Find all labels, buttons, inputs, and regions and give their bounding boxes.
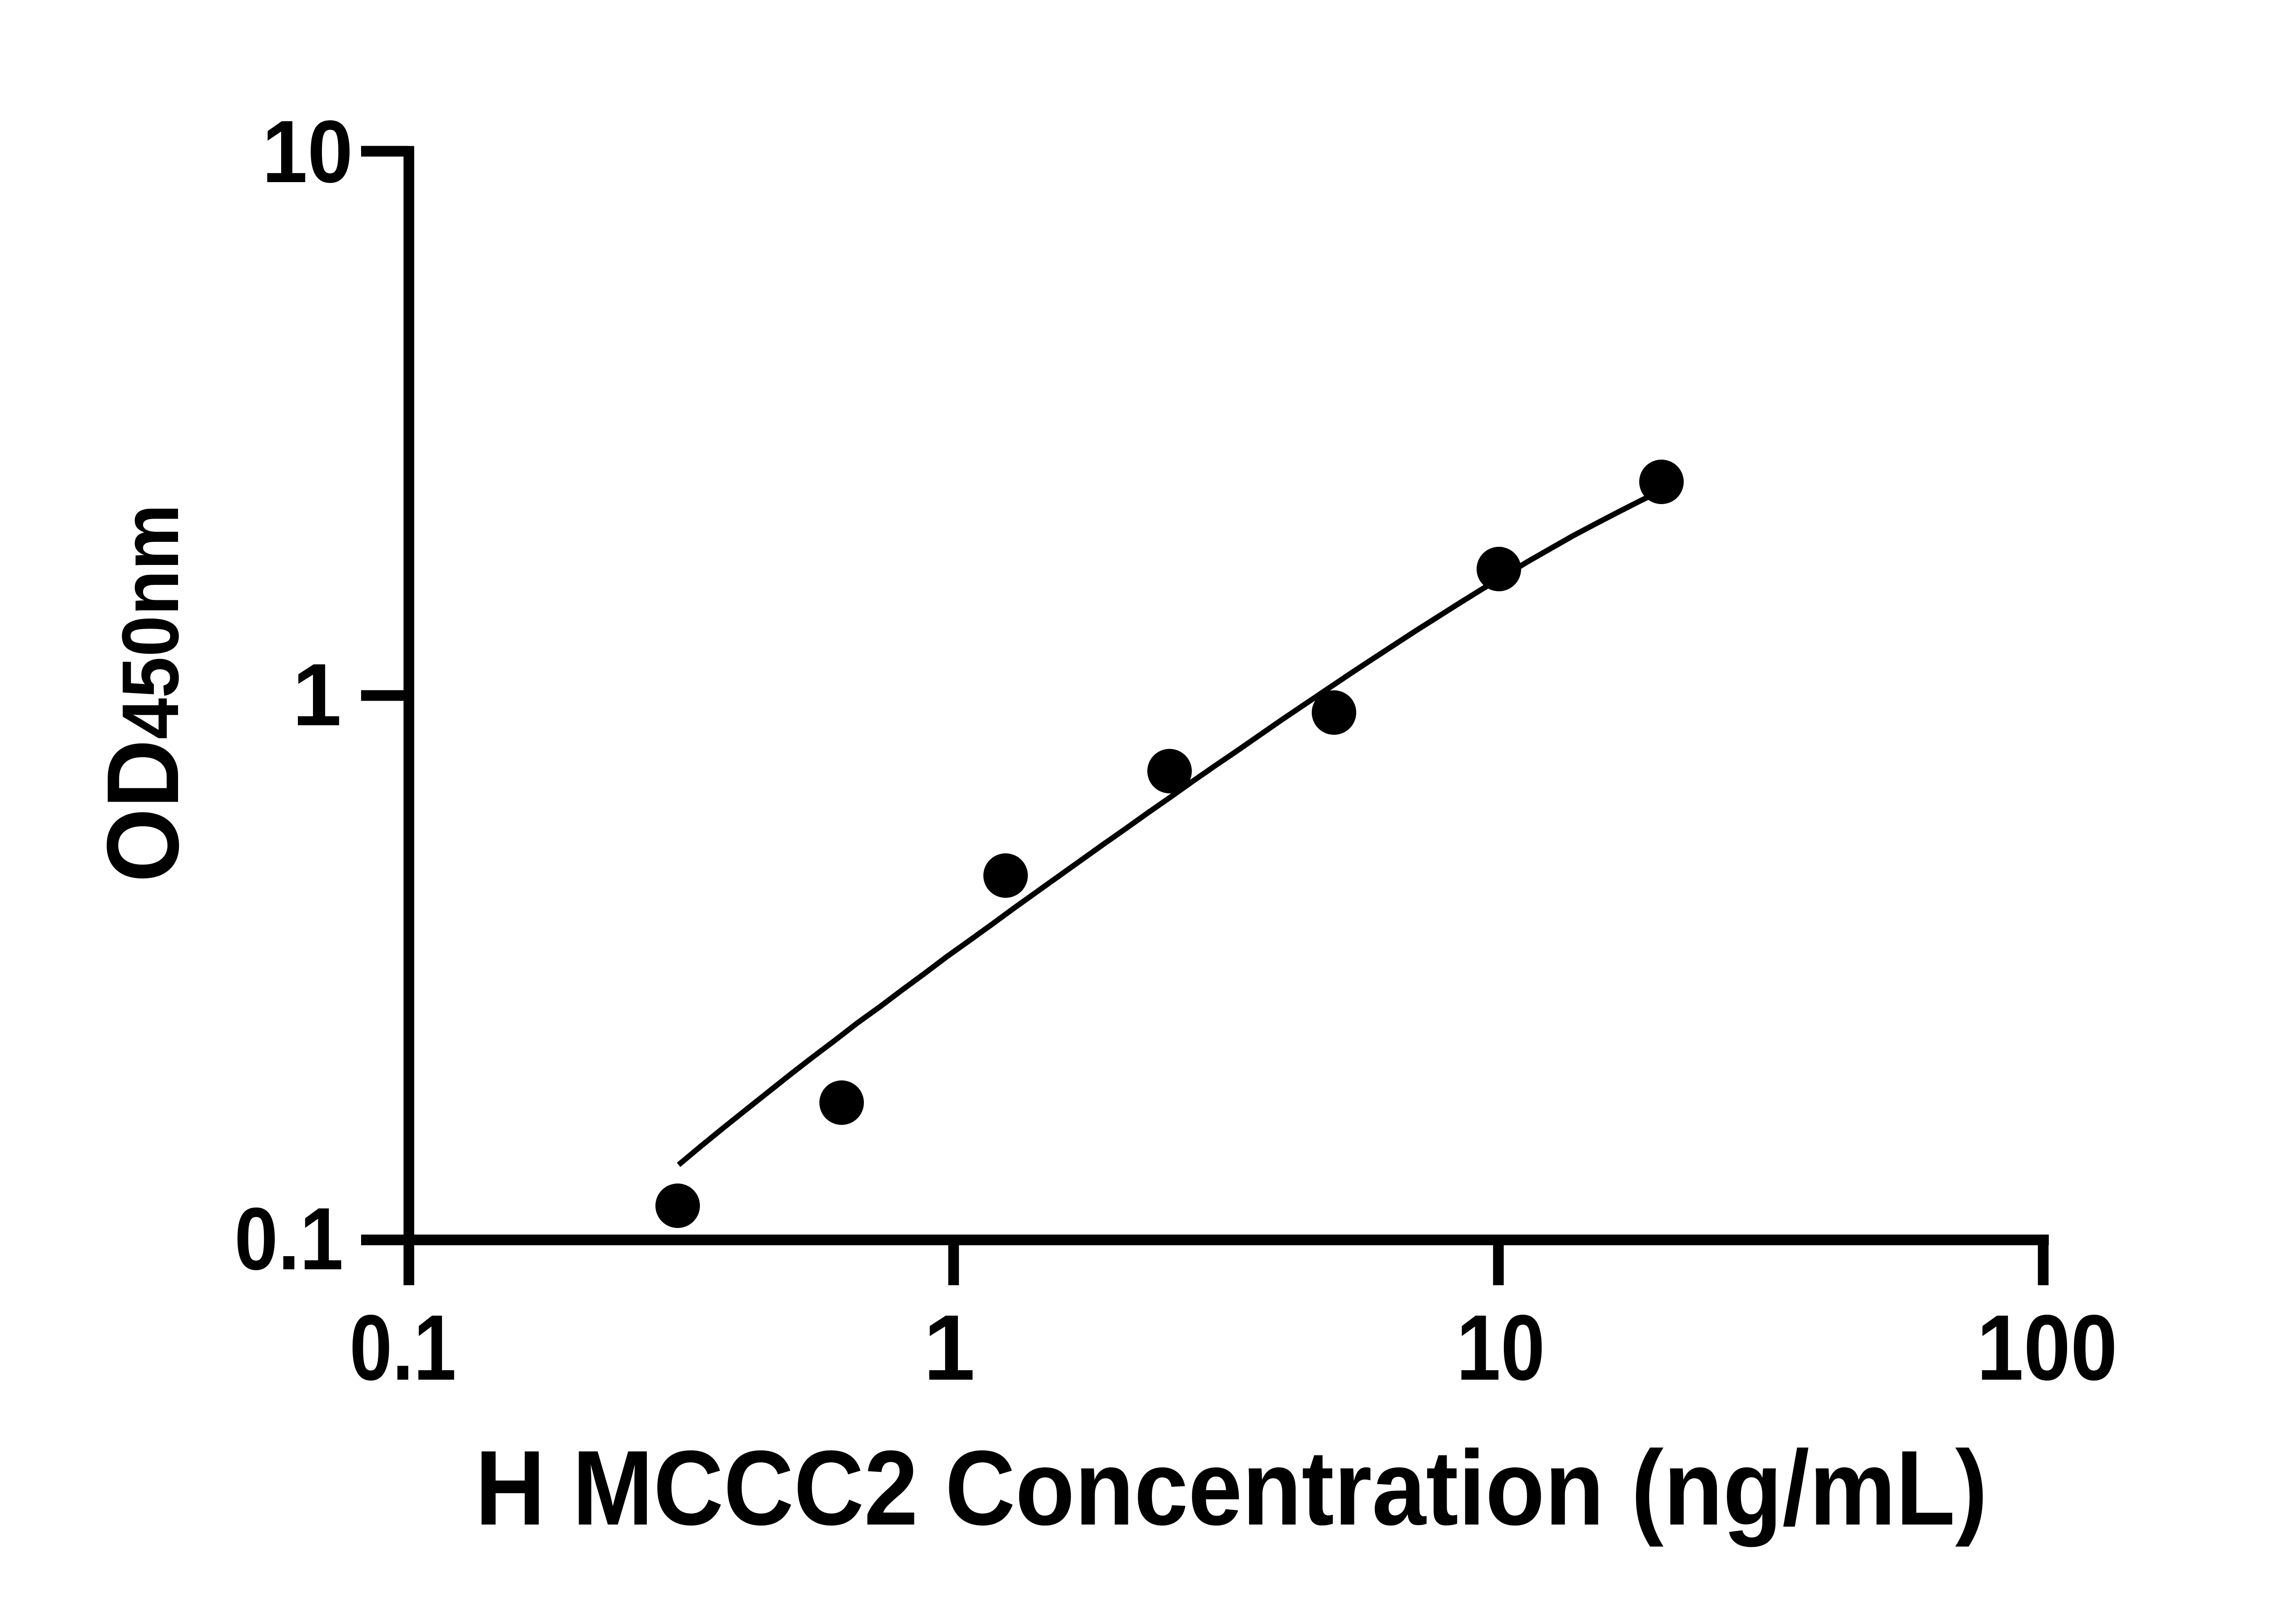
svg-text:0.1: 0.1 xyxy=(350,1296,456,1400)
svg-text:10: 10 xyxy=(1457,1296,1545,1400)
svg-text:OD450nm: OD450nm xyxy=(85,504,200,882)
svg-text:0.1: 0.1 xyxy=(234,1189,343,1288)
svg-text:10: 10 xyxy=(262,102,353,201)
svg-text:1: 1 xyxy=(293,645,342,744)
svg-text:1: 1 xyxy=(923,1296,975,1400)
svg-text:H MCCC2 Concentration (ng/mL): H MCCC2 Concentration (ng/mL) xyxy=(475,1428,1988,1547)
svg-text:100: 100 xyxy=(1977,1296,2117,1400)
